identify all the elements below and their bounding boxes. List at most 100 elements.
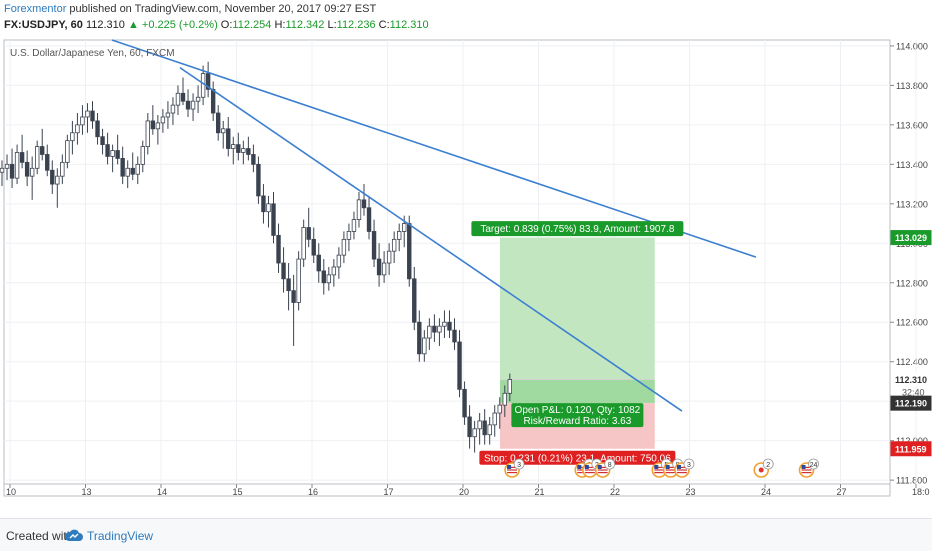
bar-countdown-label: 32:40 [902,387,925,397]
candle-up [135,163,140,175]
candle-down [236,144,241,153]
event-count-badge [762,458,774,470]
x-tick-label: 14 [157,487,167,497]
candle-down [306,227,311,240]
y-tick-label: 112.600 [896,318,928,328]
candle-down [482,420,487,436]
event-count: 3 [687,462,691,469]
candle-down [412,278,417,323]
x-tick-label: 21 [535,487,545,497]
candle-up [477,420,482,430]
event-count-badge [808,458,819,470]
y-tick-label: 112.800 [896,278,928,288]
flag-canton [597,465,602,469]
plot-frame [3,39,891,497]
y-tick-label: 113.400 [896,160,928,170]
publish-line: Forexmentor published on TradingView.com… [4,3,376,15]
price-tag-box [890,441,932,457]
x-tick-label: 27 [837,487,847,497]
price-tag-label: 112.310 [895,375,927,385]
candle-up [85,110,90,118]
trendline[interactable] [111,39,757,258]
candle-up [331,266,337,276]
event-dot-center [758,467,764,473]
candle-up [266,203,271,213]
target-zone [499,237,655,380]
candle-down [120,158,125,177]
x-tick-label: 17 [384,487,394,497]
candle-down [130,167,135,175]
open-pnl-label-text: Risk/Reward Ratio: 3.63 [523,416,631,427]
candle-up [175,92,181,106]
candle-down [376,258,382,276]
candle-down [251,154,256,165]
trendline[interactable] [179,66,683,412]
candle-down [366,207,372,232]
x-tick-label: 20 [459,487,469,497]
flag-canton [801,465,806,469]
candle-up [391,238,397,252]
close-value: 112.310 [389,19,429,31]
candle-down [205,73,211,90]
candle-down [432,325,437,333]
candle-up [160,116,166,124]
price-tag-label: 113.029 [895,233,927,243]
candle-down [185,100,191,110]
price-tag-label: 112.190 [895,399,927,409]
author-link[interactable]: Forexmentor [4,3,67,15]
open-pnl-label-box [511,403,644,428]
candle-down [210,88,216,114]
candle-up [155,122,161,130]
y-tick-label: 112.000 [896,436,928,446]
candle-up [396,231,402,240]
candle-up [402,223,407,232]
candle-down [457,341,462,390]
event-count-badge [683,458,695,470]
low-value: 112.236 [336,19,376,31]
candle-up [60,161,65,177]
candle-down [321,270,326,284]
candle-up [507,379,513,394]
tradingview-brand[interactable]: TradingView [87,529,154,543]
x-tick-label: 24 [761,487,771,497]
candle-up [145,120,151,147]
event-count: 2 [766,462,770,469]
candle-up [140,146,145,165]
tradingview-cloud-icon [64,529,83,541]
candle-up [75,124,80,134]
candle-down [371,231,377,260]
candle-down [256,163,261,197]
candle-down [311,238,316,256]
candle-down [45,154,50,171]
footer: Created with TradingView [0,518,932,551]
candle-down [90,110,95,122]
candle-down [246,148,251,155]
chart-canvas[interactable]: 114.000 113.800 113.600 113.400 113.200 113.0… [0,38,932,518]
candle-down [24,161,30,177]
candle-up [241,148,246,153]
candle-up [381,262,387,276]
y-tick-label: 113.200 [896,199,928,209]
candle-up [231,144,236,149]
candle-down [105,144,110,157]
candle-up [502,392,507,406]
chart-title: U.S. Dollar/Japanese Yen, 60, FXCM [10,48,175,59]
candle-down [9,163,15,179]
candle-down [19,152,25,163]
x-tick-label: 10 [6,487,16,497]
candle-down [95,120,100,138]
candle-up [55,175,60,185]
event-count: 24 [810,462,818,469]
candle-down [40,146,45,155]
open-label: O: [220,19,233,31]
candle-up [0,167,5,173]
event-count: 8 [608,462,612,469]
x-tick-label: 13 [82,487,92,497]
candle-up [80,116,85,126]
y-tick-label: 112.400 [896,357,928,367]
candle-up [4,163,10,169]
x-tick-label: 15 [233,487,243,497]
price-tag-box [890,230,932,246]
candle-down [417,321,422,355]
open-pnl-label-text: Open P&L: 0.120, Qty: 1082 [515,405,641,416]
